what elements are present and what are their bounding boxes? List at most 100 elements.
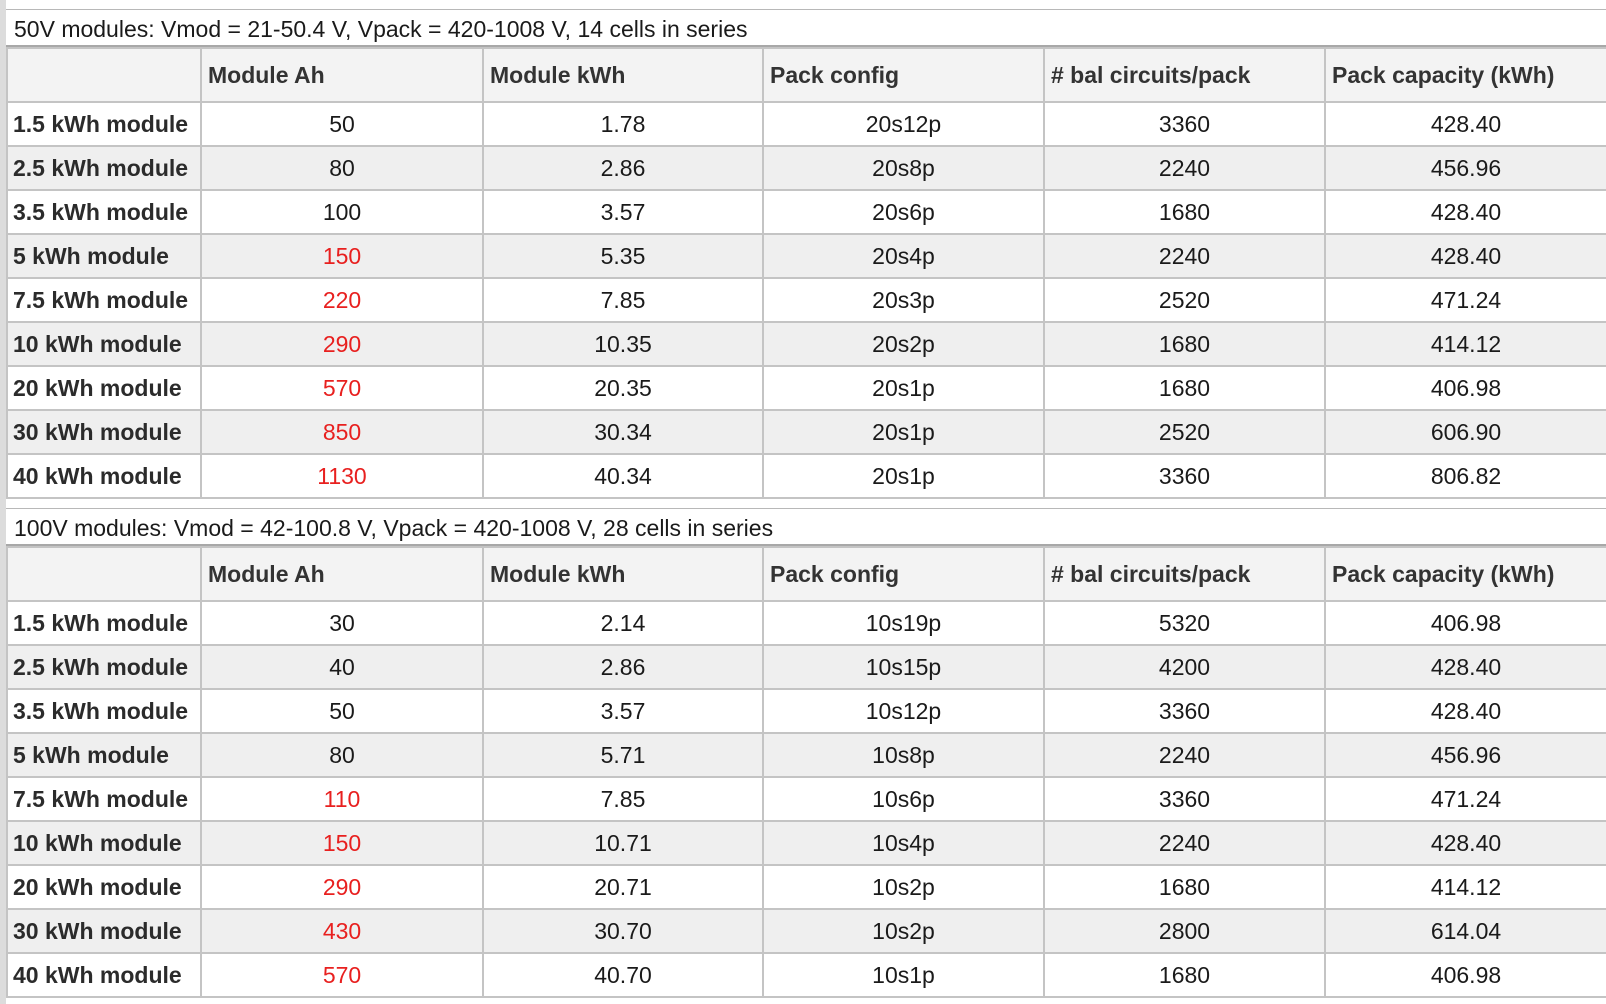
bal-circuits-cell: 1680	[1043, 321, 1326, 367]
pack-capacity-header: Pack capacity (kWh)	[1324, 546, 1606, 602]
bal-circuits-cell: 1680	[1043, 365, 1326, 411]
module-ah-cell: 80	[200, 145, 484, 191]
module-ah-header: Module Ah	[200, 47, 484, 103]
row-label: 5 kWh module	[6, 233, 202, 279]
bal-circuits-header: # bal circuits/pack	[1043, 546, 1326, 602]
pack-config-cell: 10s1p	[762, 952, 1045, 998]
bal-circuits-cell: 2240	[1043, 732, 1326, 778]
module-ah-cell: 570	[200, 952, 484, 998]
table-row: 2.5 kWh module 80 2.86 20s8p 2240 456.96	[6, 145, 1606, 191]
module-kwh-cell: 10.35	[482, 321, 764, 367]
bal-circuits-cell: 3360	[1043, 101, 1326, 147]
pack-config-cell: 10s4p	[762, 820, 1045, 866]
table-row: 3.5 kWh module 100 3.57 20s6p 1680 428.40	[6, 189, 1606, 235]
row-label: 10 kWh module	[6, 820, 202, 866]
bal-circuits-cell: 3360	[1043, 688, 1326, 734]
bal-circuits-cell: 3360	[1043, 776, 1326, 822]
module-kwh-cell: 20.71	[482, 864, 764, 910]
module-ah-cell: 150	[200, 820, 484, 866]
pack-config-header: Pack config	[762, 546, 1045, 602]
module-kwh-cell: 30.34	[482, 409, 764, 455]
row-label-header	[6, 546, 202, 602]
bal-circuits-cell: 2520	[1043, 409, 1326, 455]
module-ah-cell: 290	[200, 321, 484, 367]
module-kwh-cell: 3.57	[482, 688, 764, 734]
module-ah-cell: 80	[200, 732, 484, 778]
table-caption: 50V modules: Vmod = 21-50.4 V, Vpack = 4…	[6, 9, 1606, 47]
row-label: 30 kWh module	[6, 908, 202, 954]
module-kwh-cell: 2.86	[482, 644, 764, 690]
pack-capacity-cell: 428.40	[1324, 644, 1606, 690]
window-edge	[0, 0, 6, 1004]
row-label: 7.5 kWh module	[6, 277, 202, 323]
table-row: 1.5 kWh module 50 1.78 20s12p 3360 428.40	[6, 101, 1606, 147]
module-ah-cell: 30	[200, 600, 484, 646]
table-caption: 100V modules: Vmod = 42-100.8 V, Vpack =…	[6, 508, 1606, 546]
table-row: 40 kWh module 1130 40.34 20s1p 3360 806.82	[6, 453, 1606, 499]
pack-config-cell: 10s6p	[762, 776, 1045, 822]
pack-capacity-cell: 606.90	[1324, 409, 1606, 455]
row-label: 20 kWh module	[6, 864, 202, 910]
pack-config-cell: 20s3p	[762, 277, 1045, 323]
module-ah-cell: 50	[200, 101, 484, 147]
pack-config-cell: 20s1p	[762, 453, 1045, 499]
pack-config-cell: 20s8p	[762, 145, 1045, 191]
row-label: 3.5 kWh module	[6, 189, 202, 235]
pack-capacity-cell: 471.24	[1324, 277, 1606, 323]
row-label-header	[6, 47, 202, 103]
module-kwh-cell: 40.34	[482, 453, 764, 499]
table-row: 5 kWh module 80 5.71 10s8p 2240 456.96	[6, 732, 1606, 778]
table-row: 20 kWh module 290 20.71 10s2p 1680 414.12	[6, 864, 1606, 910]
pack-capacity-cell: 806.82	[1324, 453, 1606, 499]
module-kwh-cell: 3.57	[482, 189, 764, 235]
row-label: 3.5 kWh module	[6, 688, 202, 734]
module-kwh-cell: 5.35	[482, 233, 764, 279]
bal-circuits-cell: 2240	[1043, 820, 1326, 866]
module-kwh-cell: 20.35	[482, 365, 764, 411]
table-row: 20 kWh module 570 20.35 20s1p 1680 406.98	[6, 365, 1606, 411]
module-kwh-cell: 7.85	[482, 776, 764, 822]
pack-config-cell: 10s2p	[762, 908, 1045, 954]
pack-capacity-cell: 471.24	[1324, 776, 1606, 822]
pack-capacity-cell: 428.40	[1324, 101, 1606, 147]
module-kwh-header: Module kWh	[482, 546, 764, 602]
pack-config-cell: 20s1p	[762, 365, 1045, 411]
module-kwh-cell: 2.14	[482, 600, 764, 646]
row-label: 1.5 kWh module	[6, 101, 202, 147]
bal-circuits-cell: 2240	[1043, 233, 1326, 279]
module-kwh-header: Module kWh	[482, 47, 764, 103]
pack-capacity-cell: 414.12	[1324, 864, 1606, 910]
table-row: 10 kWh module 150 10.71 10s4p 2240 428.40	[6, 820, 1606, 866]
spreadsheet: 50V modules: Vmod = 21-50.4 V, Vpack = 4…	[6, 0, 1606, 1004]
module-ah-cell: 40	[200, 644, 484, 690]
module-kwh-cell: 7.85	[482, 277, 764, 323]
pack-config-cell: 10s12p	[762, 688, 1045, 734]
row-label: 5 kWh module	[6, 732, 202, 778]
pack-config-cell: 20s12p	[762, 101, 1045, 147]
module-kwh-cell: 2.86	[482, 145, 764, 191]
module-ah-cell: 430	[200, 908, 484, 954]
module-ah-cell: 150	[200, 233, 484, 279]
bal-circuits-cell: 2520	[1043, 277, 1326, 323]
pack-capacity-cell: 406.98	[1324, 952, 1606, 998]
module-ah-cell: 100	[200, 189, 484, 235]
pack-config-cell: 10s2p	[762, 864, 1045, 910]
table-row: 7.5 kWh module 220 7.85 20s3p 2520 471.24	[6, 277, 1606, 323]
bal-circuits-cell: 2800	[1043, 908, 1326, 954]
pack-config-cell: 20s1p	[762, 409, 1045, 455]
table-row: 40 kWh module 570 40.70 10s1p 1680 406.98	[6, 952, 1606, 998]
pack-capacity-cell: 414.12	[1324, 321, 1606, 367]
row-label: 10 kWh module	[6, 321, 202, 367]
module-kwh-cell: 40.70	[482, 952, 764, 998]
module-ah-cell: 110	[200, 776, 484, 822]
table-row: 3.5 kWh module 50 3.57 10s12p 3360 428.40	[6, 688, 1606, 734]
bal-circuits-cell: 1680	[1043, 864, 1326, 910]
row-label: 30 kWh module	[6, 409, 202, 455]
bal-circuits-header: # bal circuits/pack	[1043, 47, 1326, 103]
pack-config-cell: 20s4p	[762, 233, 1045, 279]
pack-capacity-cell: 406.98	[1324, 600, 1606, 646]
table-100v-section: 100V modules: Vmod = 42-100.8 V, Vpack =…	[6, 508, 1606, 998]
row-label: 40 kWh module	[6, 952, 202, 998]
module-kwh-cell: 10.71	[482, 820, 764, 866]
pack-capacity-header: Pack capacity (kWh)	[1324, 47, 1606, 103]
